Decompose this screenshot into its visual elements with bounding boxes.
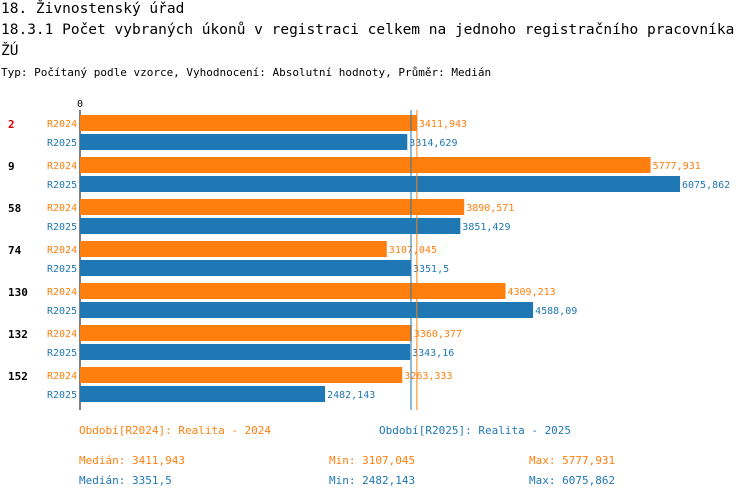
bar-r2024: [80, 115, 417, 131]
page-title: 18. Živnostenský úřad: [1, 1, 185, 17]
bar-chart: 0 2 R2024 3411,943 R2025 3314,629 9 R2024 5777,9…: [8, 99, 730, 410]
stat-r2025-min: Min: 2482,143: [329, 474, 416, 487]
chart-meta: Typ: Počítaný podle vzorce, Vyhodnocení:…: [1, 66, 492, 79]
value-label: 2482,143: [327, 390, 375, 401]
axis-zero-label: 0: [77, 99, 83, 110]
value-label: 3263,333: [404, 371, 452, 382]
category-label: 152: [8, 370, 28, 383]
value-label: 3890,571: [466, 203, 514, 214]
bar-r2024: [80, 157, 651, 173]
series-label: R2024: [47, 245, 77, 256]
category-label: 132: [8, 328, 28, 341]
series-label: R2025: [47, 306, 77, 317]
category-label: 9: [8, 160, 15, 173]
series-label: R2024: [47, 203, 77, 214]
series-label: R2024: [47, 329, 77, 340]
stat-r2024-max: Max: 5777,931: [529, 454, 616, 467]
bar-r2025: [80, 218, 461, 234]
legend-r2024: Období[R2024]: Realita - 2024: [79, 424, 272, 437]
bar-r2024: [80, 325, 412, 341]
value-label: 3314,629: [409, 138, 457, 149]
category-label: 58: [8, 202, 21, 215]
value-label: 3107,045: [389, 245, 437, 256]
bar-r2025: [80, 302, 534, 318]
chart-title: 18.3.1 Počet vybraných úkonů v registrac…: [1, 22, 735, 59]
category-label: 2: [8, 118, 15, 131]
bar-r2024: [80, 367, 403, 383]
series-label: R2025: [47, 348, 77, 359]
legend-r2025: Období[R2025]: Realita - 2025: [379, 424, 572, 437]
value-label: 6075,862: [682, 180, 730, 191]
series-label: R2025: [47, 222, 77, 233]
value-label: 5777,931: [653, 161, 701, 172]
value-label: 4309,213: [508, 287, 556, 298]
category-label: 74: [8, 244, 22, 257]
series-label: R2024: [47, 287, 77, 298]
bar-r2024: [80, 241, 387, 257]
bar-r2024: [80, 283, 506, 299]
bar-r2025: [80, 176, 680, 192]
series-label: R2025: [47, 390, 77, 401]
category-label: 130: [8, 286, 28, 299]
value-label: 3360,377: [414, 329, 462, 340]
stat-r2024-median: Medián: 3411,943: [79, 454, 185, 467]
stat-r2025-max: Max: 6075,862: [529, 474, 616, 487]
value-label: 3411,943: [419, 119, 467, 130]
bar-r2025: [80, 386, 326, 402]
bar-r2025: [80, 134, 408, 150]
series-label: R2024: [47, 119, 77, 130]
bar-r2024: [80, 199, 465, 215]
stat-r2025-median: Medián: 3351,5: [79, 474, 172, 487]
value-label: 4588,09: [535, 306, 577, 317]
series-label: R2024: [47, 371, 77, 382]
value-label: 3343,16: [412, 348, 454, 359]
series-label: R2025: [47, 180, 77, 191]
stat-r2024-min: Min: 3107,045: [329, 454, 416, 467]
bar-r2025: [80, 344, 411, 360]
series-label: R2024: [47, 161, 77, 172]
bar-r2025: [80, 260, 411, 276]
series-label: R2025: [47, 264, 77, 275]
value-label: 3351,5: [413, 264, 449, 275]
series-label: R2025: [47, 138, 77, 149]
value-label: 3851,429: [462, 222, 510, 233]
